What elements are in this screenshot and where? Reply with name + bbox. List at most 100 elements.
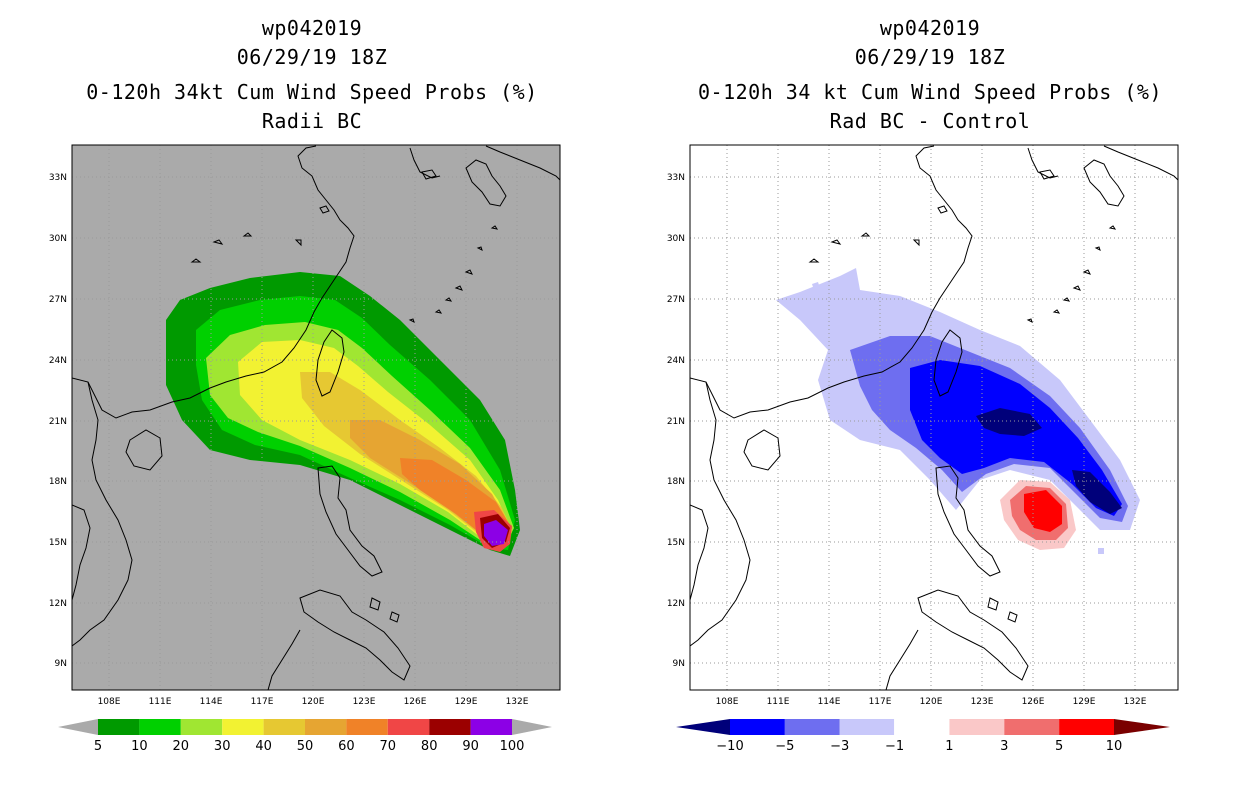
right-colorbar-label: −3 — [830, 739, 849, 754]
right-map-title: 0-120h 34 kt Cum Wind Speed Probs (%) — [697, 80, 1163, 104]
lat-label: 24N — [49, 356, 67, 366]
left-title-block: wp042019 06/29/19 18Z 0-120h 34kt Cum Wi… — [52, 14, 572, 136]
right-colorbar-label: 3 — [1000, 739, 1008, 754]
right-map-subtitle: Rad BC - Control — [829, 109, 1031, 133]
right-colorbar-low-arrow — [676, 719, 730, 735]
lon-label: 129E — [455, 697, 478, 707]
right-colorbar-high-arrow — [1114, 719, 1170, 735]
right-colorbar-box — [949, 719, 1005, 735]
right-colorbar-box — [730, 719, 785, 735]
lat-label: 30N — [667, 234, 685, 244]
prob-contour-100 — [484, 520, 508, 546]
left-colorbar-label: 10 — [131, 739, 148, 754]
left-colorbar-high-arrow — [512, 719, 552, 735]
left-colorbar-box — [470, 719, 512, 735]
lon-label: 108E — [716, 697, 739, 707]
left-colorbar-label: 100 — [500, 739, 525, 754]
lat-label: 33N — [49, 173, 67, 183]
lon-label: 117E — [251, 697, 274, 707]
lon-label: 123E — [353, 697, 376, 707]
right-colorbar-box — [1004, 719, 1060, 735]
left-colorbar-label: 80 — [421, 739, 438, 754]
left-probability-field — [72, 145, 560, 690]
diff-contour-minus10-a — [976, 408, 1042, 436]
lat-label: 12N — [49, 599, 67, 609]
lat-label: 33N — [667, 173, 685, 183]
lon-label: 114E — [200, 697, 223, 707]
left-colorbar: 5 10 20 30 40 50 60 70 80 90 100 — [58, 719, 552, 754]
lat-label: 27N — [49, 295, 67, 305]
left-datetime: 06/29/19 18Z — [236, 45, 388, 69]
lon-label: 120E — [302, 697, 325, 707]
right-colorbar: −10 −5 −3 −1 1 3 5 10 — [676, 718, 1170, 754]
lon-label: 108E — [98, 697, 121, 707]
left-colorbar-box — [387, 719, 430, 735]
right-colorbar-box — [839, 719, 895, 735]
lat-label: 21N — [667, 417, 685, 427]
lon-label: 132E — [1124, 697, 1147, 707]
right-colorbar-box — [1059, 719, 1114, 735]
lon-label: 120E — [920, 697, 943, 707]
left-colorbar-label: 40 — [255, 739, 272, 754]
right-map-frame — [689, 144, 1179, 691]
lon-label: 111E — [149, 697, 172, 707]
left-colorbar-low-arrow — [58, 719, 98, 735]
left-colorbar-label: 60 — [338, 739, 355, 754]
right-difference-field — [690, 145, 1178, 690]
lat-label: 18N — [667, 477, 685, 487]
left-colorbar-box — [263, 719, 305, 735]
right-colorbar-label: −5 — [775, 739, 794, 754]
lat-label: 12N — [667, 599, 685, 609]
right-colorbar-label: −1 — [885, 739, 904, 754]
lon-label: 126E — [404, 697, 427, 707]
lon-label: 111E — [767, 697, 790, 707]
lat-label: 24N — [667, 356, 685, 366]
left-colorbar-label: 30 — [214, 739, 231, 754]
lon-label: 114E — [818, 697, 841, 707]
right-map — [689, 144, 1179, 691]
right-colorbar-box — [784, 719, 840, 735]
left-colorbar-box — [139, 719, 181, 735]
right-colorbar-label: 1 — [945, 739, 953, 754]
left-colorbar-label: 50 — [297, 739, 314, 754]
lat-label: 18N — [49, 477, 67, 487]
left-axis-labels: 33N 30N 27N 24N 21N 18N 15N 12N 9N 108E 111E 114E 11… — [49, 173, 529, 707]
left-map-frame — [71, 144, 561, 691]
lon-label: 126E — [1022, 697, 1045, 707]
lon-label: 129E — [1073, 697, 1096, 707]
right-colorbar-label: 10 — [1106, 739, 1123, 754]
lat-label: 27N — [667, 295, 685, 305]
left-colorbar-box — [429, 719, 471, 735]
lat-label: 15N — [49, 538, 67, 548]
left-map-subtitle: Radii BC — [261, 109, 363, 133]
left-colorbar-box — [222, 719, 264, 735]
left-colorbar-label: 20 — [173, 739, 190, 754]
right-colorbar-label: 5 — [1055, 739, 1063, 754]
lat-label: 9N — [673, 659, 685, 669]
left-colorbar-label: 5 — [94, 739, 102, 754]
lat-label: 21N — [49, 417, 67, 427]
right-colorbar-label: −10 — [716, 739, 743, 754]
lon-label: 132E — [506, 697, 529, 707]
left-colorbar-box — [98, 719, 140, 735]
left-map-title: 0-120h 34kt Cum Wind Speed Probs (%) — [86, 80, 538, 104]
lat-label: 15N — [667, 538, 685, 548]
right-storm-id: wp042019 — [879, 16, 981, 40]
left-colorbar-box — [305, 719, 347, 735]
left-map — [71, 144, 561, 691]
right-title-block: wp042019 06/29/19 18Z 0-120h 34 kt Cum W… — [670, 14, 1190, 136]
lon-label: 117E — [869, 697, 892, 707]
left-storm-id: wp042019 — [261, 16, 363, 40]
lat-label: 9N — [55, 659, 67, 669]
right-colorbar-box — [894, 718, 950, 736]
diff-contour-minus5 — [910, 360, 1122, 516]
right-axis-labels: 33N 30N 27N 24N 21N 18N 15N 12N 9N 108E 111E 114E 11… — [667, 173, 1147, 707]
left-colorbar-label: 90 — [462, 739, 479, 754]
left-colorbar-box — [346, 719, 388, 735]
lon-label: 123E — [971, 697, 994, 707]
left-colorbar-box — [180, 719, 223, 735]
right-datetime: 06/29/19 18Z — [854, 45, 1006, 69]
lat-label: 30N — [49, 234, 67, 244]
left-colorbar-label: 70 — [380, 739, 397, 754]
